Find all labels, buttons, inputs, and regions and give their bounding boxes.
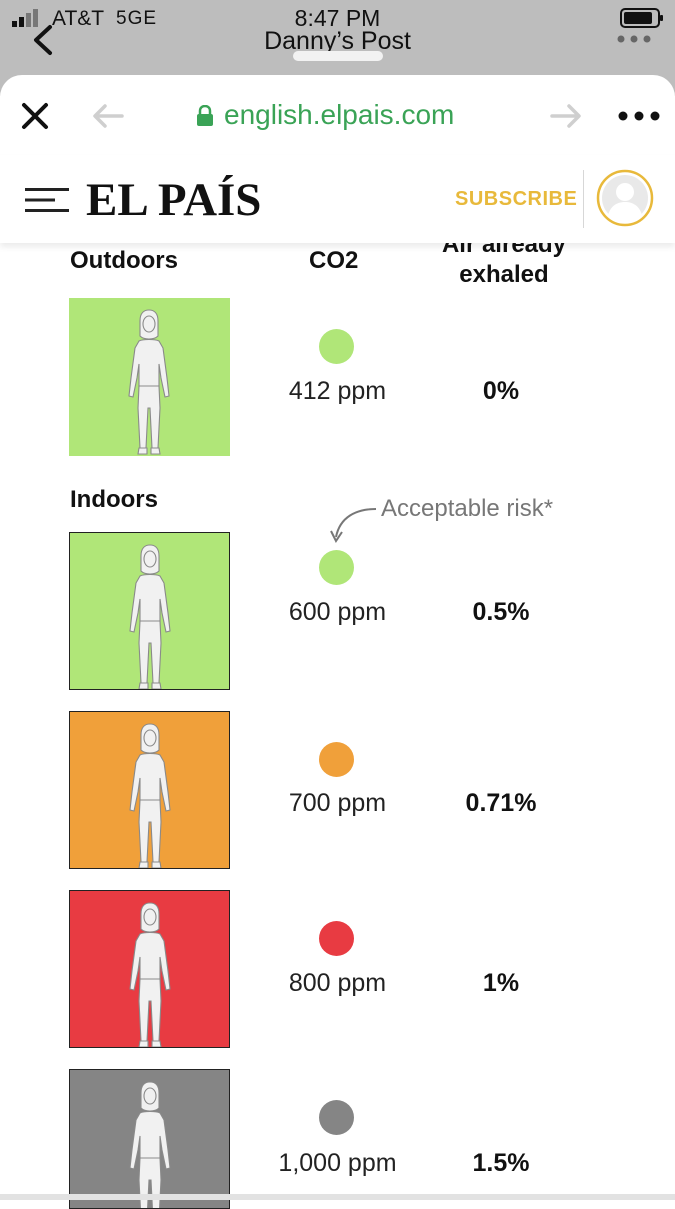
- el-pais-logo[interactable]: EL PAÍS: [86, 174, 262, 226]
- exhaled-percent: 1.5%: [472, 1149, 530, 1177]
- ppm-value: 1,000 ppm: [278, 1149, 397, 1177]
- co2-dot: [319, 1100, 354, 1135]
- site-navbar: EL PAÍS SUBSCRIBE: [0, 155, 675, 243]
- battery-icon: [620, 8, 663, 28]
- sheet-grabber[interactable]: [293, 51, 383, 61]
- person-figure-icon: [120, 1080, 180, 1209]
- person-figure-icon: [120, 901, 180, 1048]
- person-figure-icon: [120, 722, 180, 869]
- browser-toolbar: english.elpais.com: [0, 75, 675, 156]
- hamburger-menu-icon[interactable]: [25, 187, 70, 213]
- exhaled-percent: 0.5%: [472, 598, 530, 626]
- ppm-value: 412 ppm: [288, 377, 387, 405]
- figure-panel-700: [69, 711, 230, 869]
- arrow-left-icon[interactable]: [92, 103, 124, 129]
- url-field[interactable]: english.elpais.com: [224, 99, 455, 130]
- nav-divider: [583, 170, 584, 228]
- more-options-icon[interactable]: [618, 111, 660, 121]
- ppm-value: 800 ppm: [288, 969, 387, 997]
- clock: 8:47 PM: [294, 5, 381, 31]
- page-title: Danny’s Post: [264, 27, 411, 55]
- close-icon[interactable]: [20, 101, 50, 131]
- co2-dot: [319, 921, 354, 956]
- lock-icon: [197, 105, 213, 126]
- user-avatar-icon[interactable]: [596, 169, 654, 227]
- network-label: 5GE: [116, 8, 158, 29]
- indoors-header: Indoors: [70, 486, 158, 513]
- co2-dot: [319, 329, 354, 364]
- person-figure-icon: [120, 543, 180, 690]
- co2-dot: [319, 550, 354, 585]
- figure-panel-800: [69, 890, 230, 1048]
- subscribe-link[interactable]: SUBSCRIBE: [455, 188, 578, 210]
- curved-arrow-icon: [330, 508, 377, 543]
- person-figure-icon: [119, 308, 179, 456]
- exhaled-percent: 0.71%: [465, 789, 537, 817]
- acceptable-risk-note: Acceptable risk*: [381, 495, 554, 522]
- exhaled-percent: 0%: [482, 377, 520, 405]
- back-chevron-icon[interactable]: [30, 24, 56, 56]
- co2-dot: [319, 742, 354, 777]
- arrow-right-icon[interactable]: [550, 103, 582, 129]
- ppm-value: 600 ppm: [288, 598, 387, 626]
- ppm-value: 700 ppm: [288, 789, 387, 817]
- cellular-signal-icon: [12, 9, 38, 27]
- exhaled-header-line2: exhaled: [459, 261, 549, 288]
- ellipsis-icon[interactable]: [616, 34, 652, 44]
- figure-panel-1000: [69, 1069, 230, 1209]
- exhaled-percent: 1%: [482, 969, 520, 997]
- figure-panel-600: [69, 532, 230, 690]
- co2-header: CO2: [309, 247, 359, 274]
- browser-sheet: english.elpais.com EL PAÍS SUBSCRIBE: [0, 75, 675, 245]
- figure-panel-outdoors: [69, 298, 230, 456]
- carrier-label: AT&T: [52, 7, 105, 30]
- home-indicator: [0, 1194, 675, 1200]
- outdoors-header: Outdoors: [70, 247, 178, 274]
